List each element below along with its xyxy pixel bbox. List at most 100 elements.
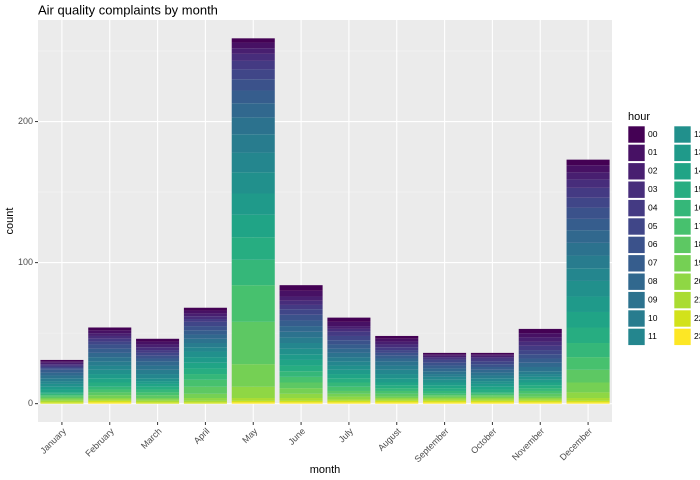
bar-segment [423,398,467,400]
bar-segment [327,382,371,387]
bar-segment [518,390,562,394]
bar-segment [183,313,227,317]
bar-segment [423,379,467,383]
bar-segment [88,330,132,334]
bar-segment [40,368,84,370]
bar-segment [327,335,371,341]
bar-segment [136,358,180,362]
bar-segment [518,379,562,383]
bar-segment [423,371,467,375]
bar-segment [327,328,371,332]
bar-segment [279,388,323,394]
bar-segment [88,361,132,366]
bar-segment [136,369,180,375]
bar-segment [231,364,275,387]
bar-segment [40,398,84,400]
bar-segment [470,399,514,401]
legend-label: 20 [694,276,700,286]
bar-segment [279,300,323,305]
bar-segment [88,374,132,379]
bar-segment [327,326,371,329]
bar-segment [279,290,323,297]
legend-key [627,144,646,162]
bar-segment [136,361,180,366]
bar-segment [40,365,84,367]
bar-segment [518,354,562,359]
bar-segment [88,338,132,342]
legend-label: 19 [694,258,700,268]
bar-segment [279,348,323,355]
bar-segment [423,393,467,396]
bar-segment [136,400,180,403]
bar-segment [279,359,323,366]
bar-segment [470,355,514,358]
bar-segment [327,393,371,397]
bar-segment [423,374,467,377]
y-tick-label: 100 [18,257,33,267]
bar-segment [470,354,514,356]
bar-segment [375,399,419,401]
bar-segment [518,388,562,391]
bar-segment [279,337,323,344]
bar-segment [40,364,84,366]
legend-key [673,272,692,291]
bar-segment [88,365,132,370]
legend-label: 18 [694,239,700,249]
bar-segment [423,395,467,397]
bar-segment [375,390,419,394]
bar-segment [183,334,227,339]
bar-segment [375,335,419,339]
bar-segment [136,374,180,379]
legend-label: 23 [694,331,700,341]
bar-segment [136,381,180,384]
bar-segment [231,172,275,194]
bar-segment [327,340,371,345]
y-tick-label: 200 [18,116,33,126]
bar-segment [183,338,227,344]
legend-label: 17 [694,221,700,231]
bar-segment [279,320,323,327]
bar-segment [470,372,514,376]
bar-segment [423,388,467,391]
bar-segment [279,309,323,315]
legend-label: 16 [694,202,700,212]
bar-segment [375,382,419,386]
bar-segment [279,400,323,403]
bar-segment [327,317,371,322]
bar-segment [327,369,371,375]
bar-segment [136,402,180,404]
bar-segment [327,386,371,391]
bar-segment [88,352,132,358]
bar-segment [136,355,180,359]
panel [38,20,612,422]
legend-label: 10 [648,313,658,323]
legend-label: 06 [648,239,658,249]
bar-segment [40,389,84,393]
bar-segment [88,392,132,396]
bar-segment [88,369,132,375]
bar-segment [423,402,467,404]
legend-label: 05 [648,221,658,231]
legend-label: 02 [648,166,658,176]
bar-segment [136,378,180,382]
bar-segment [88,399,132,401]
bar-segment [279,376,323,383]
bar-segment [518,371,562,375]
bar-segment [136,344,180,348]
bar-segment [518,337,562,342]
bar-segment [566,197,610,208]
bar-segment [566,255,610,269]
bar-segment [566,268,610,281]
bar-segment [423,400,467,403]
legend-label: 21 [694,294,700,304]
bar-segment [136,398,180,400]
bar-segment [375,378,419,383]
bar-segment [470,392,514,394]
bar-segment [470,375,514,379]
legend-key [627,328,646,346]
bar-segment [231,398,275,401]
x-tick-label: March [139,426,164,451]
legend-title: hour [628,111,650,123]
bar-segment [183,343,227,348]
legend-label: 00 [648,129,658,139]
